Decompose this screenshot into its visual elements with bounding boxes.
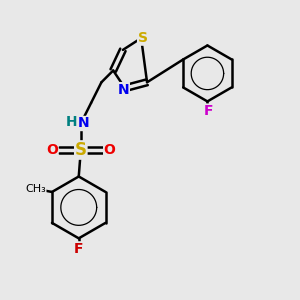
Text: F: F bbox=[203, 104, 213, 118]
Text: CH₃: CH₃ bbox=[26, 184, 46, 194]
Text: H: H bbox=[66, 115, 78, 129]
Text: S: S bbox=[75, 141, 87, 159]
Text: S: S bbox=[138, 31, 148, 45]
Text: N: N bbox=[118, 82, 129, 97]
Text: N: N bbox=[77, 116, 89, 130]
Text: O: O bbox=[103, 143, 115, 157]
Text: O: O bbox=[46, 143, 58, 157]
Text: F: F bbox=[74, 242, 83, 256]
